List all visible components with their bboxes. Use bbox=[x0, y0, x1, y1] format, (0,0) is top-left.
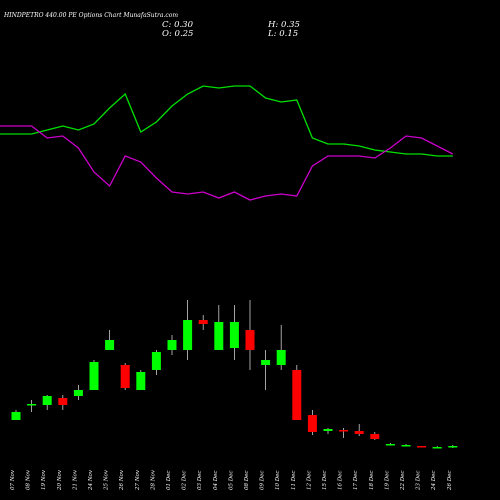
close-value: C: 0.30 bbox=[162, 20, 193, 30]
x-tick-label: 26 Dec bbox=[447, 471, 453, 492]
x-tick-label: 22 Dec bbox=[400, 471, 406, 492]
x-tick-label: 15 Dec bbox=[322, 471, 328, 491]
candle-body bbox=[354, 431, 364, 434]
candle-body bbox=[198, 320, 208, 324]
x-tick-label: 26 Nov bbox=[119, 469, 125, 491]
x-tick-label: 21 Nov bbox=[72, 469, 78, 491]
candle-body bbox=[151, 352, 161, 370]
candle-body bbox=[323, 429, 333, 431]
candle-body bbox=[58, 398, 68, 405]
x-tick-label: 04 Dec bbox=[213, 471, 219, 491]
open-value: O: 0.25 bbox=[162, 29, 194, 39]
candle-body bbox=[167, 340, 177, 350]
candle-body bbox=[136, 372, 146, 390]
x-tick-label: 28 Nov bbox=[150, 469, 156, 491]
candle-body bbox=[292, 370, 302, 420]
candle-body bbox=[42, 396, 52, 405]
x-tick-label: 10 Dec bbox=[275, 471, 281, 491]
x-tick-label: 24 Dec bbox=[431, 471, 437, 492]
x-tick-label: 19 Dec bbox=[384, 471, 390, 491]
candle-body bbox=[417, 446, 427, 448]
candle-body bbox=[245, 330, 255, 350]
x-tick-label: 25 Nov bbox=[104, 469, 110, 491]
x-tick-label: 17 Dec bbox=[353, 471, 359, 491]
x-tick-label: 05 Dec bbox=[228, 471, 234, 491]
x-tick-label: 11 Dec bbox=[291, 471, 297, 491]
candle-body bbox=[73, 390, 83, 396]
indicator-line-0 bbox=[0, 85, 453, 157]
x-tick-label: 27 Nov bbox=[135, 469, 141, 491]
candle-body bbox=[89, 362, 99, 390]
low-value: L: 0.15 bbox=[268, 29, 299, 39]
candle-body bbox=[432, 447, 442, 449]
candle-body bbox=[448, 446, 458, 448]
candle-body bbox=[385, 444, 395, 446]
candle-body bbox=[370, 434, 380, 439]
x-tick-label: 08 Nov bbox=[26, 469, 32, 490]
candle-body bbox=[120, 365, 130, 388]
x-tick-label: 07 Nov bbox=[10, 469, 16, 490]
candle-body bbox=[261, 360, 271, 365]
candle-body bbox=[276, 350, 286, 365]
candle-body bbox=[214, 322, 224, 350]
x-tick-label: 18 Dec bbox=[369, 471, 375, 491]
indicator-line-1 bbox=[0, 125, 454, 201]
x-tick-label: 19 Nov bbox=[41, 469, 47, 490]
x-tick-label: 20 Nov bbox=[57, 469, 63, 491]
x-tick-label: 01 Dec bbox=[166, 471, 172, 491]
chart-title: HINDPETRO 440.00 PE Options Chart Munafa… bbox=[4, 12, 179, 19]
candle-body bbox=[105, 340, 115, 350]
candle-body bbox=[339, 430, 349, 432]
x-tick-label: 08 Dec bbox=[244, 471, 250, 491]
candle-body bbox=[229, 322, 239, 348]
candle-body bbox=[307, 415, 317, 432]
x-tick-label: 12 Dec bbox=[306, 471, 312, 491]
candle-body bbox=[27, 404, 37, 406]
x-tick-label: 23 Dec bbox=[416, 471, 422, 492]
x-tick-label: 16 Dec bbox=[338, 471, 344, 491]
candle-body bbox=[11, 412, 21, 420]
x-tick-label: 02 Dec bbox=[182, 471, 188, 491]
x-tick-label: 03 Dec bbox=[197, 471, 203, 491]
high-value: H: 0.35 bbox=[268, 20, 300, 30]
x-tick-label: 24 Nov bbox=[88, 469, 94, 491]
candle-body bbox=[183, 320, 193, 350]
x-tick-label: 09 Dec bbox=[260, 471, 266, 491]
candle-body bbox=[401, 445, 411, 447]
